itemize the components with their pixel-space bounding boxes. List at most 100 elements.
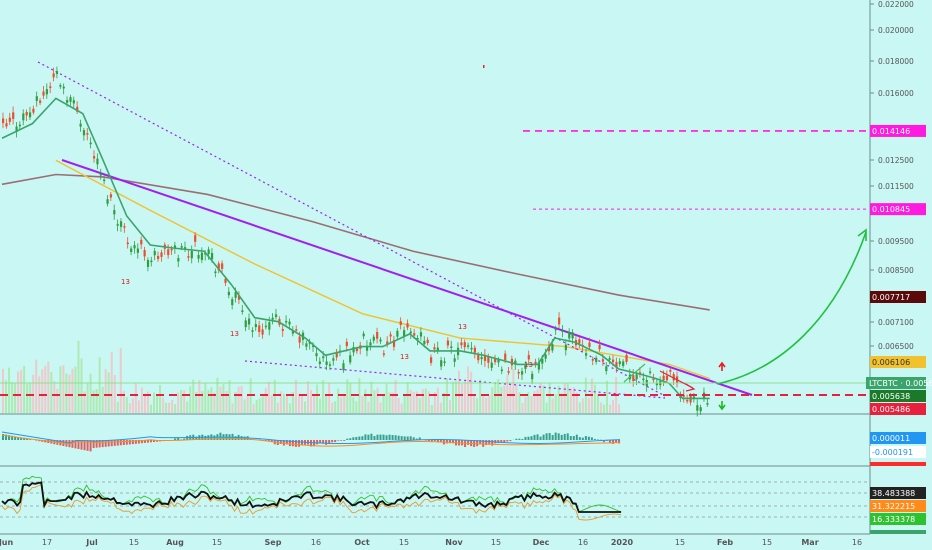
volume-bar [237, 386, 240, 413]
volume-bar [192, 379, 195, 413]
macd-label-0-box [870, 432, 926, 444]
macd-histogram-bar [361, 436, 364, 440]
candle-body [264, 325, 268, 328]
volume-bar [593, 384, 596, 413]
candle-body [49, 86, 52, 88]
macd-histogram-bar [373, 436, 376, 440]
macd-histogram-bar [219, 432, 222, 440]
rsi-label-box [870, 530, 926, 534]
volume-bar [403, 395, 406, 413]
volume-bar [548, 382, 551, 413]
volume-bar [545, 402, 548, 413]
candle-body [403, 330, 406, 336]
candle-body [103, 179, 106, 182]
volume-bar [294, 379, 297, 413]
candle-body [635, 374, 638, 380]
volume-bar [143, 393, 146, 413]
volume-bar [189, 386, 192, 413]
volume-bar [479, 379, 482, 413]
candle-body [160, 252, 163, 257]
price-label-current-box [866, 377, 926, 389]
volume-bar [539, 382, 542, 413]
macd-histogram-bar [113, 440, 116, 446]
volume-bar [20, 369, 23, 413]
volume-bar [267, 381, 270, 413]
candle-body [517, 372, 520, 374]
volume-bar [409, 389, 412, 413]
macd-histogram-bar [545, 433, 548, 440]
volume-bar [599, 402, 602, 413]
candle-body [173, 245, 177, 249]
macd-histogram-bar [530, 436, 533, 440]
macd-histogram-bar [488, 440, 491, 445]
macd-histogram-bar [533, 434, 536, 440]
volume-bar [119, 348, 122, 413]
macd-histogram-bar [566, 433, 569, 440]
volume-bar [273, 379, 276, 413]
candle-body [686, 399, 689, 402]
candle-body [547, 346, 551, 352]
candle-body [409, 331, 412, 334]
volume-bar [612, 399, 615, 413]
volume-bar [77, 340, 80, 413]
candle-body [119, 221, 123, 227]
candle-body [126, 242, 129, 245]
macd-histogram-bar [23, 438, 26, 440]
macd-histogram-bar [195, 436, 198, 440]
volume-bar [515, 384, 518, 413]
candle-body [214, 271, 217, 274]
volume-bar [279, 391, 282, 413]
volume-bar [107, 372, 110, 413]
candle-body [669, 369, 672, 372]
volume-bar [370, 381, 373, 413]
candle-body [443, 361, 446, 363]
volume-bar [461, 384, 464, 413]
candle-body [355, 348, 359, 352]
volume-bar [500, 386, 503, 413]
volume-bar [219, 386, 222, 413]
candle-body [106, 199, 109, 204]
volume-bar [98, 357, 101, 413]
volume-bar [14, 383, 17, 413]
macd-histogram-bar [183, 438, 186, 440]
candle-body [328, 364, 332, 366]
macd-histogram-bar [358, 436, 361, 440]
volume-bar [180, 389, 183, 413]
macd-histogram-bar [596, 439, 599, 440]
macd-histogram-bar [35, 440, 38, 441]
candle-body [497, 359, 500, 363]
volume-bar [572, 387, 575, 413]
price-label-target-2-box [870, 203, 926, 216]
volume-bar [406, 382, 409, 413]
volume-bar [270, 395, 273, 413]
candle-body [72, 100, 75, 104]
candle-body [615, 362, 618, 368]
macd-histogram-bar [71, 440, 74, 448]
volume-bar [137, 400, 140, 413]
volume-bar [551, 398, 554, 413]
volume-bar [240, 386, 243, 413]
volume-bar [388, 392, 391, 413]
candle-body [460, 342, 463, 346]
rsi-line [1, 481, 622, 513]
volume-bar [80, 358, 83, 413]
candle-body [426, 339, 429, 344]
macd-histogram-bar [349, 438, 352, 440]
macd-histogram-bar [174, 438, 177, 440]
volume-bar [113, 374, 116, 413]
macd-histogram-bar [89, 440, 92, 452]
macd-histogram-bar [38, 440, 41, 442]
macd-histogram-bar [153, 440, 155, 442]
volume-bar [140, 387, 143, 413]
volume-bar [554, 394, 557, 413]
x-tick-label: 15 [762, 538, 772, 547]
candle-body [52, 73, 55, 78]
macd-histogram-bar [615, 440, 618, 443]
volume-bar [367, 401, 370, 413]
macd-histogram-bar [427, 440, 430, 441]
candle-body [109, 194, 113, 198]
candle-body [692, 396, 696, 399]
candle-body [379, 339, 382, 342]
volume-bar [231, 403, 234, 413]
candle-body [113, 210, 116, 215]
